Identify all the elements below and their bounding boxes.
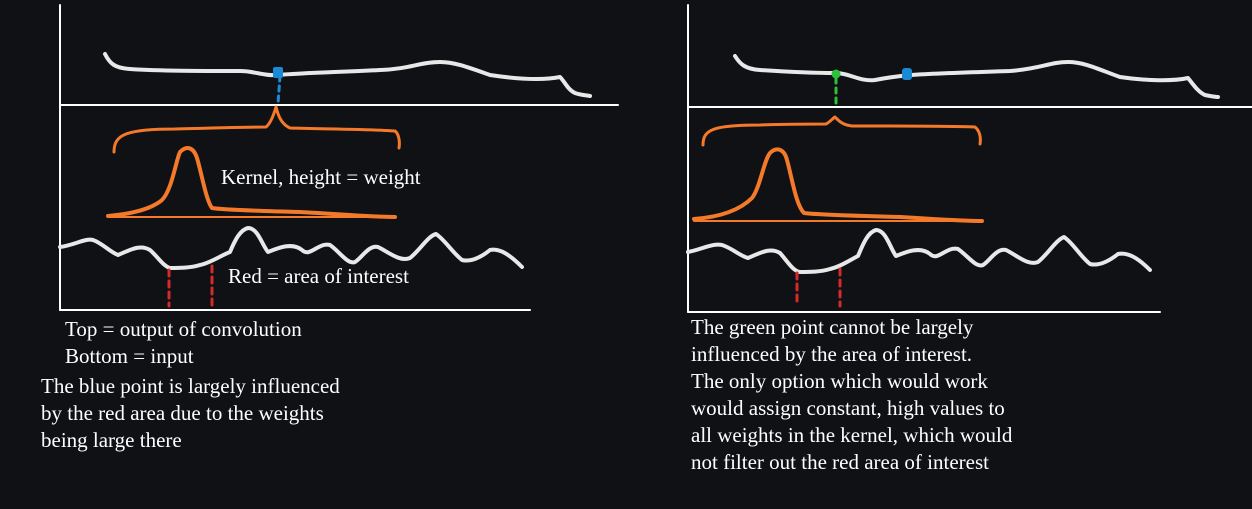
- left-kernel-curve: [106, 146, 397, 219]
- green-point: [831, 69, 841, 79]
- right-explanation-line: influenced by the area of interest.: [691, 342, 973, 366]
- kernel-label: Kernel, height = weight: [221, 165, 421, 189]
- left-input-signal: [58, 226, 524, 270]
- right-explanation-line: all weights in the kernel, which would: [691, 423, 1013, 447]
- blue-point: [273, 67, 283, 78]
- left-panel: [58, 4, 619, 311]
- right-output-signal: [733, 54, 1220, 99]
- left-kernel-bracket: [112, 105, 401, 154]
- left-explanation: The blue point is largely influenced by …: [41, 373, 340, 454]
- area-of-interest-label: Red = area of interest: [228, 264, 409, 288]
- left-output-signal: [103, 52, 592, 98]
- right-explanation-line: not filter out the red area of interest: [691, 450, 989, 474]
- right-blue-point: [902, 68, 912, 80]
- right-input-signal: [686, 228, 1152, 274]
- right-explanation-line: would assign constant, high values to: [691, 396, 1005, 420]
- right-explanation: The green point cannot be largely influe…: [691, 314, 1012, 476]
- left-explanation-line: The blue point is largely influenced: [41, 374, 340, 398]
- right-panel: [686, 4, 1252, 313]
- right-explanation-line: The only option which would work: [691, 369, 988, 393]
- right-kernel-curve: [692, 147, 984, 223]
- left-legend: Top = output of convolution Bottom = inp…: [65, 316, 302, 370]
- left-blue-connector: [276, 74, 282, 106]
- legend-bottom-line: Bottom = input: [65, 344, 194, 368]
- right-explanation-line: The green point cannot be largely: [691, 315, 974, 339]
- left-explanation-line: by the red area due to the weights: [41, 401, 324, 425]
- right-kernel-bracket: [701, 115, 982, 147]
- legend-top-line: Top = output of convolution: [65, 317, 302, 341]
- left-explanation-line: being large there: [41, 428, 182, 452]
